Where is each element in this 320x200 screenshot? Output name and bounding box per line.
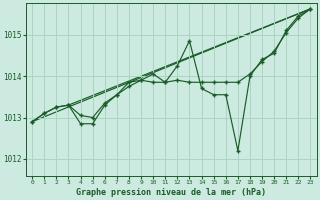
X-axis label: Graphe pression niveau de la mer (hPa): Graphe pression niveau de la mer (hPa) bbox=[76, 188, 266, 197]
